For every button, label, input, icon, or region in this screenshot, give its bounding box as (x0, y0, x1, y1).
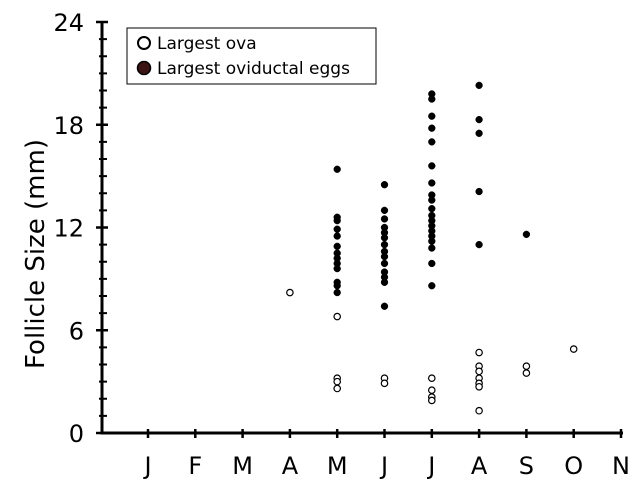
ova-point (522, 362, 531, 371)
x-tick-label: J (142, 452, 151, 480)
oviductal-egg-point (333, 217, 341, 225)
oviductal-egg-point (475, 187, 483, 196)
legend-marker-filled-circle (136, 60, 152, 76)
oviductal-egg-point (428, 95, 436, 103)
ova-point (333, 377, 342, 386)
x-tick-label: F (188, 452, 202, 480)
oviductal-egg-point (380, 215, 389, 223)
ova-point (286, 288, 294, 297)
oviductal-egg-point (380, 206, 389, 215)
y-axis-title: Follicle Size (mm) (21, 139, 51, 369)
ova-point (475, 382, 483, 391)
oviductal-egg-point (428, 282, 436, 290)
oviductal-egg-point (475, 240, 483, 249)
x-tick-label: A (282, 452, 299, 480)
oviductal-egg-point (380, 278, 389, 286)
ova-point (427, 374, 436, 383)
oviductal-egg-point (428, 162, 436, 170)
x-tick-label: J (379, 452, 388, 480)
x-tick-label: J (426, 452, 435, 480)
legend-box (126, 27, 377, 85)
oviductal-egg-point (333, 232, 341, 240)
oviductal-egg-point (333, 242, 341, 250)
y-tick-label: 18 (53, 112, 84, 140)
oviductal-egg-point (333, 225, 341, 233)
legend: Largest ova Largest oviductal eggs (126, 27, 377, 85)
ova-point (522, 369, 531, 377)
x-tick-label: M (232, 452, 253, 480)
oviductal-egg-point (333, 282, 341, 290)
ova-point (475, 406, 483, 415)
ova-point (475, 367, 483, 376)
x-tick-label: S (519, 452, 534, 480)
y-tick-label: 0 (69, 420, 84, 448)
data-points (286, 81, 578, 415)
oviductal-egg-point (428, 205, 436, 213)
x-tick-label: A (471, 452, 488, 480)
oviductal-egg-point (333, 165, 341, 173)
y-tick-labels: 0 6 12 18 24 (53, 9, 84, 448)
x-tick-label: N (612, 452, 630, 480)
ova-point (427, 396, 436, 405)
oviductal-egg-point (380, 302, 389, 310)
oviductal-egg-point (475, 115, 483, 124)
oviductal-egg-point (380, 234, 389, 242)
ova-point (380, 379, 389, 388)
axes (96, 20, 623, 438)
oviductal-egg-point (475, 81, 483, 90)
oviductal-egg-point (380, 259, 389, 268)
oviductal-egg-point (380, 181, 389, 189)
y-tick-label: 6 (69, 317, 84, 345)
legend-label-ova: Largest ova (157, 34, 257, 54)
oviductal-egg-point (380, 252, 389, 261)
ova-point (427, 386, 436, 394)
oviductal-egg-point (428, 196, 436, 204)
y-tick-label: 24 (53, 9, 84, 37)
oviductal-egg-point (428, 259, 436, 268)
oviductal-egg-point (428, 179, 436, 187)
oviductal-egg-point (428, 124, 436, 132)
x-tick-label: M (327, 452, 348, 480)
oviductal-egg-point (333, 264, 341, 273)
legend-marker-open-circle (137, 36, 151, 50)
ova-point (333, 384, 342, 393)
oviductal-egg-point (428, 112, 436, 120)
oviductal-egg-point (428, 138, 436, 146)
ova-point (569, 345, 578, 353)
oviductal-egg-point (428, 244, 436, 252)
legend-label-oviductal-eggs: Largest oviductal eggs (157, 59, 350, 79)
x-tick-label: O (564, 452, 583, 480)
ova-point (475, 348, 483, 357)
oviductal-egg-point (380, 240, 389, 249)
oviductal-egg-point (428, 237, 436, 245)
oviductal-egg-point (475, 129, 483, 137)
oviductal-egg-point (522, 230, 531, 239)
y-tick-label: 12 (53, 215, 84, 243)
oviductal-egg-point (333, 288, 341, 297)
ova-point (333, 312, 342, 321)
